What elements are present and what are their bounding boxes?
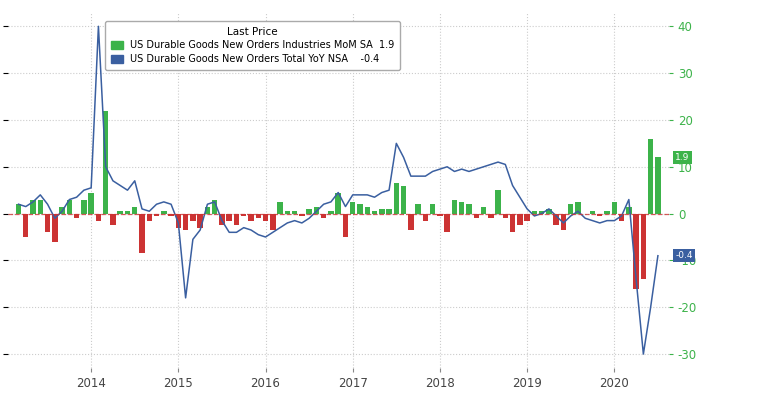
Bar <box>110 213 116 225</box>
Bar <box>626 207 632 213</box>
Bar <box>416 204 421 213</box>
Bar <box>612 202 617 213</box>
Bar <box>604 211 610 213</box>
Text: 1.9: 1.9 <box>676 153 690 162</box>
Bar <box>169 213 174 216</box>
Bar <box>459 202 464 213</box>
Bar <box>299 213 305 216</box>
Bar <box>328 211 334 213</box>
Bar <box>510 213 515 232</box>
Bar <box>147 213 152 220</box>
Bar <box>198 213 203 228</box>
Bar <box>386 209 392 213</box>
Bar <box>408 213 413 230</box>
Bar <box>597 213 603 216</box>
Bar <box>219 213 225 225</box>
Bar <box>30 200 36 213</box>
Bar <box>546 209 552 213</box>
Bar <box>539 211 544 213</box>
Bar <box>655 157 660 213</box>
Bar <box>451 200 458 213</box>
Legend: US Durable Goods New Orders Industries MoM SA  1.9, US Durable Goods New Orders : US Durable Goods New Orders Industries M… <box>105 21 401 70</box>
Bar <box>423 213 428 220</box>
Bar <box>263 213 268 220</box>
Bar <box>161 211 166 213</box>
Bar <box>394 183 399 213</box>
Bar <box>437 213 442 216</box>
Bar <box>568 204 574 213</box>
Bar <box>619 213 624 220</box>
Bar <box>292 211 297 213</box>
Bar <box>139 213 144 254</box>
Bar <box>88 193 94 213</box>
Bar <box>212 200 217 213</box>
Bar <box>306 209 312 213</box>
Bar <box>532 211 537 213</box>
Bar <box>37 200 43 213</box>
Bar <box>118 211 123 213</box>
Text: -0.4: -0.4 <box>676 251 693 260</box>
Bar <box>125 211 130 213</box>
Bar <box>357 204 363 213</box>
Bar <box>335 193 341 213</box>
Bar <box>575 202 581 213</box>
Bar <box>314 207 319 213</box>
Bar <box>74 213 79 218</box>
Bar <box>241 213 246 216</box>
Bar <box>401 186 407 213</box>
Bar <box>277 202 283 213</box>
Bar <box>23 213 28 237</box>
Bar <box>524 213 530 220</box>
Bar <box>132 207 138 213</box>
Bar <box>255 213 261 218</box>
Bar <box>226 213 232 220</box>
Bar <box>553 213 559 225</box>
Bar <box>154 213 160 216</box>
Bar <box>234 213 239 225</box>
Bar <box>270 213 276 230</box>
Bar <box>372 211 377 213</box>
Bar <box>561 213 566 230</box>
Bar <box>176 213 181 228</box>
Bar <box>590 211 595 213</box>
Bar <box>633 213 639 288</box>
Bar <box>481 207 486 213</box>
Bar <box>45 213 50 232</box>
Bar <box>67 200 72 213</box>
Bar <box>648 139 654 213</box>
Bar <box>488 213 493 218</box>
Bar <box>59 207 65 213</box>
Bar <box>321 213 326 218</box>
Bar <box>103 110 109 213</box>
Bar <box>502 213 508 218</box>
Bar <box>16 204 21 213</box>
Bar <box>517 213 523 225</box>
Bar <box>445 213 450 232</box>
Bar <box>81 200 87 213</box>
Bar <box>183 213 188 230</box>
Bar <box>473 213 479 218</box>
Bar <box>52 213 58 242</box>
Bar <box>249 213 254 220</box>
Bar <box>190 213 195 220</box>
Bar <box>343 213 348 237</box>
Bar <box>350 202 356 213</box>
Bar <box>204 207 210 213</box>
Bar <box>365 207 370 213</box>
Bar <box>430 204 435 213</box>
Bar <box>641 213 646 279</box>
Bar <box>467 204 472 213</box>
Bar <box>284 211 290 213</box>
Bar <box>496 190 501 213</box>
Bar <box>379 209 385 213</box>
Bar <box>96 213 101 220</box>
